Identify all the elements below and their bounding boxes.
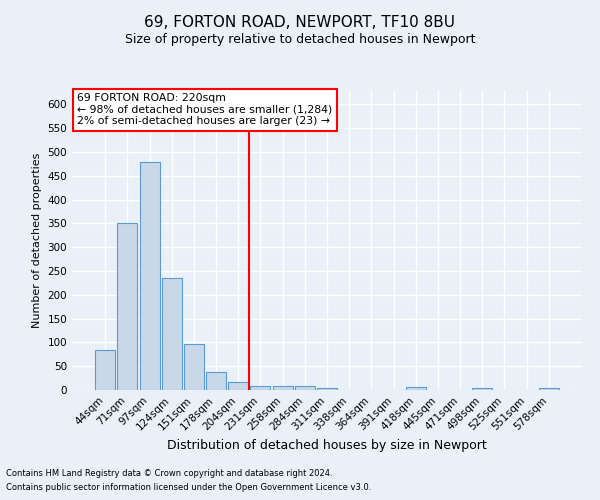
- Text: 69 FORTON ROAD: 220sqm
← 98% of detached houses are smaller (1,284)
2% of semi-d: 69 FORTON ROAD: 220sqm ← 98% of detached…: [77, 93, 332, 126]
- Bar: [184, 344, 204, 390]
- Bar: [95, 350, 115, 390]
- Bar: [228, 382, 248, 390]
- X-axis label: Distribution of detached houses by size in Newport: Distribution of detached houses by size …: [167, 438, 487, 452]
- Text: Size of property relative to detached houses in Newport: Size of property relative to detached ho…: [125, 32, 475, 46]
- Text: Contains HM Land Registry data © Crown copyright and database right 2024.: Contains HM Land Registry data © Crown c…: [6, 468, 332, 477]
- Bar: [317, 388, 337, 390]
- Bar: [250, 386, 271, 390]
- Bar: [295, 386, 315, 390]
- Y-axis label: Number of detached properties: Number of detached properties: [32, 152, 42, 328]
- Bar: [272, 386, 293, 390]
- Bar: [539, 388, 559, 390]
- Bar: [472, 388, 492, 390]
- Bar: [118, 224, 137, 390]
- Bar: [406, 387, 426, 390]
- Text: Contains public sector information licensed under the Open Government Licence v3: Contains public sector information licen…: [6, 484, 371, 492]
- Bar: [206, 372, 226, 390]
- Bar: [162, 278, 182, 390]
- Bar: [140, 162, 160, 390]
- Text: 69, FORTON ROAD, NEWPORT, TF10 8BU: 69, FORTON ROAD, NEWPORT, TF10 8BU: [145, 15, 455, 30]
